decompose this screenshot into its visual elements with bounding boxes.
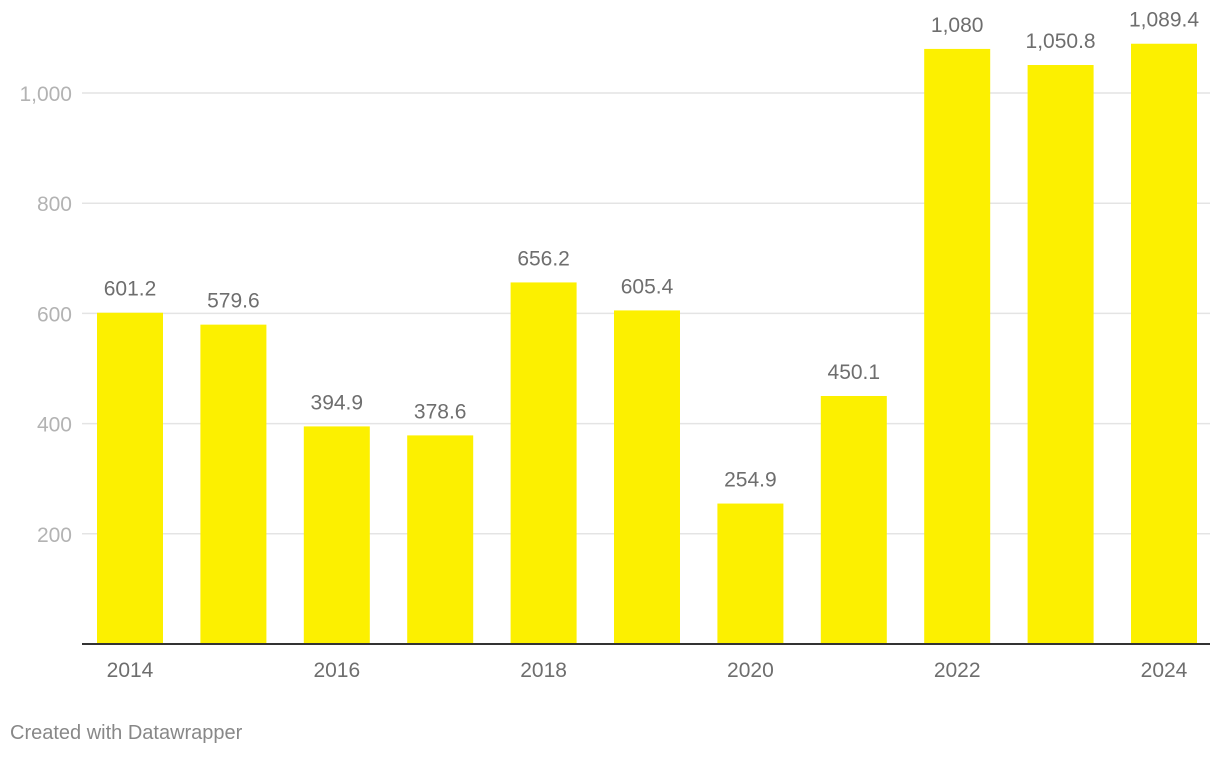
bar-2023 [1027,65,1094,644]
data-label-2016: 394.9 [311,391,364,414]
bar-2014 [97,312,163,644]
data-label-2018: 656.2 [517,247,570,270]
credit-text: Created with Datawrapper [10,722,243,744]
x-tick-label: 2016 [313,659,360,682]
bar-2020 [717,503,784,644]
data-label-2021: 450.1 [828,361,881,384]
data-label-2022: 1,080 [931,14,984,37]
bars [97,43,1197,645]
data-label-2014: 601.2 [104,278,157,301]
bar-2021 [820,395,887,644]
data-labels: 601.2 579.6 394.9 378.6 656.2 605.4 254.9 450.1… [104,9,1200,492]
y-tick-label: 400 [37,414,72,437]
x-tick-label: 2024 [1141,659,1188,682]
x-axis-ticks: 2014 2016 2018 2020 2022 2024 [107,659,1188,682]
bar-2017 [407,435,474,644]
data-label-2015: 579.6 [207,290,260,313]
bar-2022 [924,48,991,645]
x-tick-label: 2018 [520,659,567,682]
bar-2018 [510,282,577,644]
x-tick-label: 2022 [934,659,981,682]
data-label-2020: 254.9 [724,469,777,492]
data-label-2024: 1,089.4 [1129,9,1199,32]
y-tick-label: 1,000 [19,83,72,106]
bar-2016 [303,426,370,644]
bar-2024 [1131,43,1197,644]
y-tick-label: 200 [37,524,72,547]
data-label-2019: 605.4 [621,275,674,298]
data-label-2023: 1,050.8 [1026,30,1096,53]
x-tick-label: 2014 [107,659,154,682]
bar-2015 [200,324,267,644]
x-tick-label: 2020 [727,659,774,682]
y-axis-ticks: 200 400 600 800 1,000 [19,83,72,547]
data-label-2017: 378.6 [414,400,467,423]
bar-2019 [614,310,680,644]
y-tick-label: 800 [37,193,72,216]
y-tick-label: 600 [37,303,72,326]
